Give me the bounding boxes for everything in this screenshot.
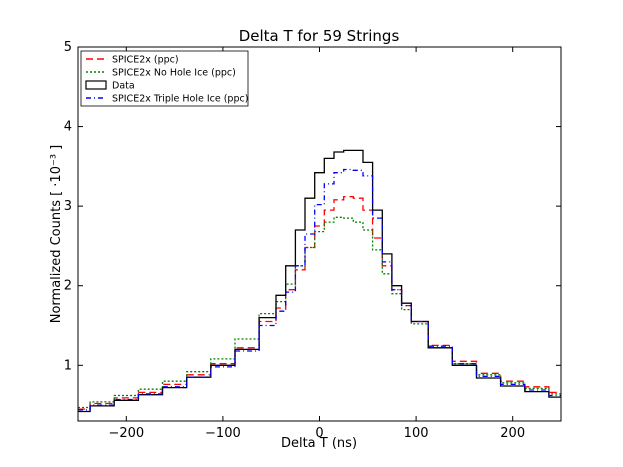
y-tick-label: 2 (64, 279, 72, 294)
chart-title: Delta T for 59 Strings (239, 27, 400, 45)
x-axis-label: Delta T (ns) (281, 436, 357, 451)
legend-label: SPICE2x Triple Hole Ice (ppc) (112, 94, 248, 105)
legend: SPICE2x (ppc) SPICE2x No Hole Ice (ppc) Da… (80, 50, 249, 107)
series-line-2 (78, 149, 561, 413)
x-tick-label: 0 (315, 426, 323, 441)
y-tick-label: 4 (64, 120, 72, 135)
series-line-3 (78, 168, 561, 411)
y-axis-ticks: 1 2 3 4 5 (64, 40, 561, 373)
legend-label: SPICE2x No Hole Ice (ppc) (112, 68, 236, 79)
y-tick-label: 1 (64, 358, 72, 373)
y-axis-label: Normalized Counts [ ·10⁻³ ] (49, 145, 64, 324)
x-tick-label: 200 (500, 426, 525, 441)
x-tick-label: −200 (108, 426, 144, 441)
legend-label: SPICE2x (ppc) (112, 55, 179, 66)
legend-swatch (85, 80, 107, 90)
legend-box (80, 50, 249, 107)
y-tick-label: 3 (64, 199, 72, 214)
x-axis-ticks: −200 −100 0 100 200 (108, 47, 525, 441)
legend-label: Data (112, 81, 135, 92)
series-layer (78, 149, 561, 413)
x-tick-label: −100 (205, 426, 241, 441)
y-tick-label: 5 (64, 40, 72, 55)
x-tick-label: 100 (404, 426, 429, 441)
